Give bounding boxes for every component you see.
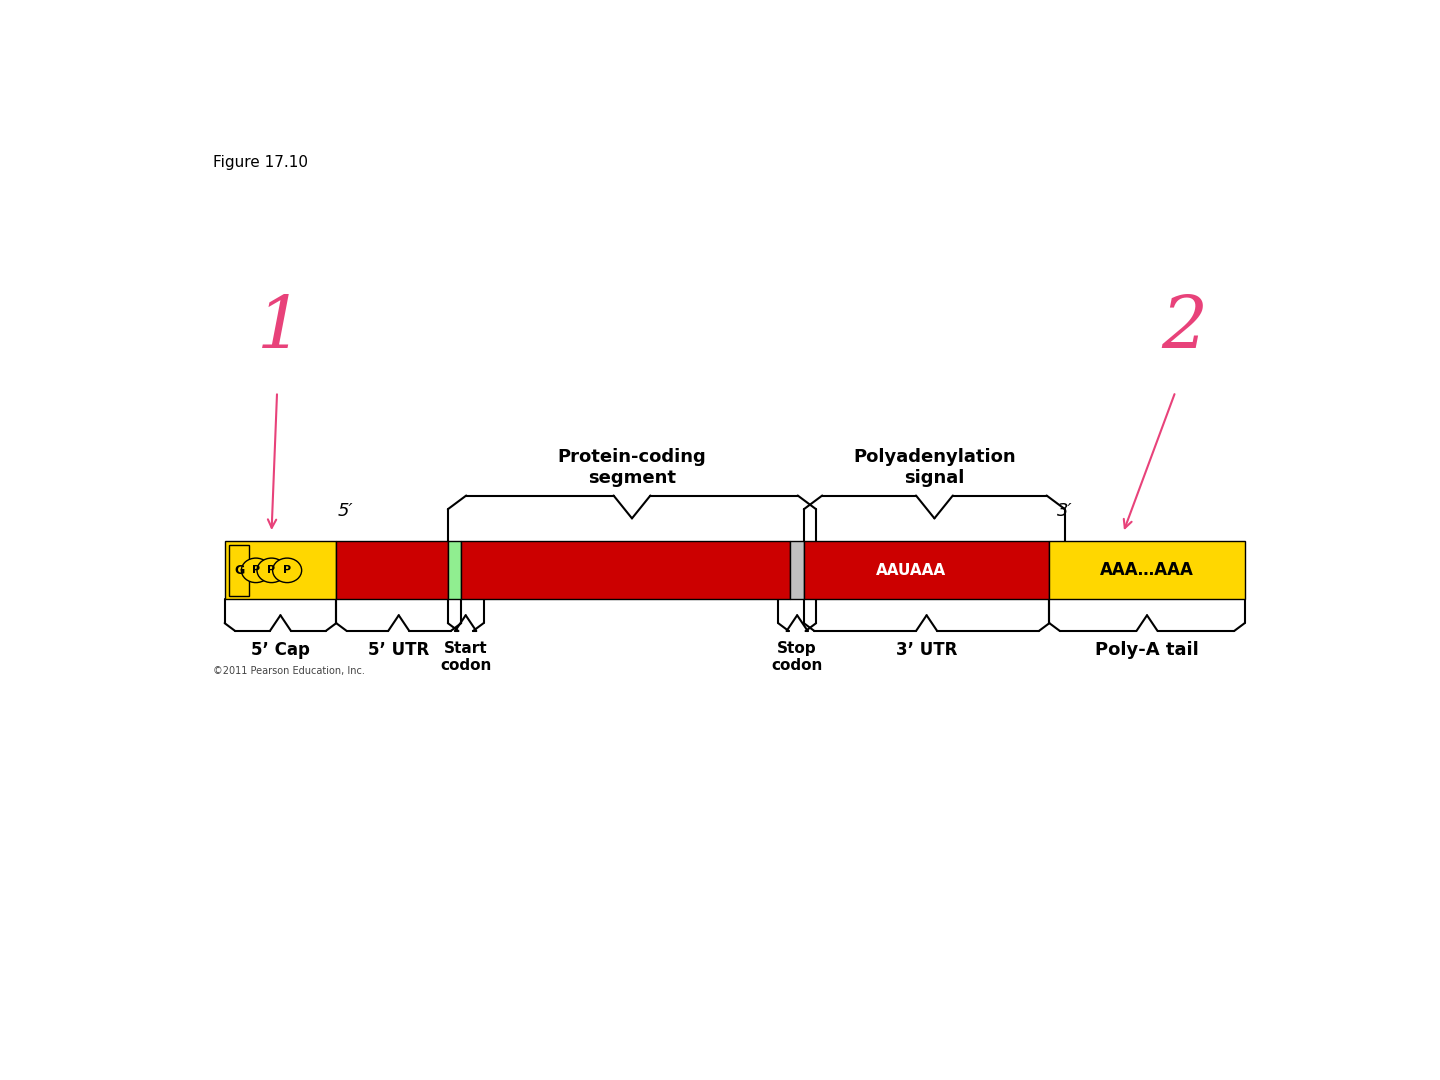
Text: 2: 2: [1162, 294, 1207, 364]
Text: 5′: 5′: [337, 502, 353, 521]
Text: Start
codon: Start codon: [441, 642, 491, 674]
Bar: [448, 541, 461, 599]
Text: 3′: 3′: [1057, 502, 1073, 521]
Text: Poly-A tail: Poly-A tail: [1096, 642, 1200, 659]
Text: G: G: [235, 564, 245, 577]
Bar: [461, 541, 791, 599]
Text: P: P: [284, 565, 291, 576]
Text: ©2011 Pearson Education, Inc.: ©2011 Pearson Education, Inc.: [213, 666, 366, 676]
Ellipse shape: [242, 558, 271, 582]
Bar: [337, 541, 448, 599]
Text: 5’ Cap: 5’ Cap: [251, 642, 310, 659]
Text: P: P: [252, 565, 261, 576]
Bar: [804, 541, 1050, 599]
FancyBboxPatch shape: [229, 544, 249, 596]
Bar: [1050, 541, 1244, 599]
Bar: [225, 541, 337, 599]
Text: 1: 1: [258, 294, 304, 364]
Text: P: P: [268, 565, 275, 576]
Text: Stop
codon: Stop codon: [772, 642, 822, 674]
Ellipse shape: [272, 558, 301, 582]
Text: Protein-coding
segment: Protein-coding segment: [557, 448, 707, 487]
Ellipse shape: [256, 558, 287, 582]
Text: 5’ UTR: 5’ UTR: [369, 642, 429, 659]
Text: Polyadenylation
signal: Polyadenylation signal: [852, 448, 1015, 487]
Text: 3’ UTR: 3’ UTR: [896, 642, 958, 659]
Text: AAUAAA: AAUAAA: [876, 563, 946, 578]
Text: Figure 17.10: Figure 17.10: [213, 154, 308, 170]
Text: AAA…AAA: AAA…AAA: [1100, 562, 1194, 579]
Bar: [791, 541, 804, 599]
